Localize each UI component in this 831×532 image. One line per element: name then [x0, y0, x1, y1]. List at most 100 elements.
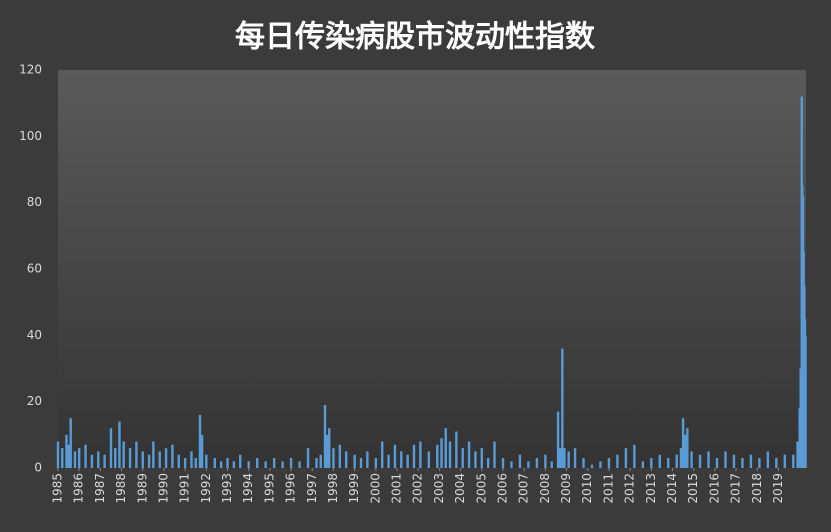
bar: [419, 441, 422, 468]
bar: [436, 444, 439, 468]
bar: [77, 448, 81, 468]
x-tick-label: 2017: [729, 473, 743, 504]
bar: [315, 458, 318, 468]
x-tick-label: 1987: [93, 473, 107, 504]
x-tick-label: 1988: [114, 473, 128, 504]
bar: [724, 451, 727, 468]
bar: [56, 441, 60, 468]
bar: [804, 335, 807, 468]
y-tick-label: 20: [27, 394, 42, 408]
bar: [749, 454, 753, 468]
bar: [510, 461, 513, 468]
x-tick-label: 1986: [72, 473, 86, 504]
bar: [461, 448, 464, 468]
bar: [616, 454, 619, 468]
plot-area: [58, 70, 806, 468]
y-tick-label: 80: [27, 195, 42, 209]
bar: [741, 458, 744, 468]
bar: [400, 451, 403, 468]
bar: [393, 444, 397, 468]
bar: [783, 454, 787, 468]
bar: [758, 458, 761, 468]
x-tick-label: 1998: [326, 473, 340, 504]
y-tick-label: 100: [19, 129, 42, 143]
bar: [135, 441, 138, 468]
bar: [97, 451, 100, 468]
bar: [158, 451, 161, 468]
bar: [205, 454, 208, 468]
bar: [109, 428, 113, 468]
x-tick-label: 2002: [411, 473, 425, 504]
bar: [427, 451, 431, 468]
y-tick-label: 60: [27, 262, 42, 276]
bar: [681, 418, 685, 468]
bar: [281, 461, 284, 468]
bar: [152, 441, 155, 468]
bar: [448, 441, 452, 468]
x-tick-label: 1991: [178, 473, 192, 504]
bar: [381, 441, 384, 468]
x-tick-label: 2005: [474, 473, 488, 504]
bar: [353, 454, 356, 468]
chart-title: 每日传染病股市波动性指数: [235, 20, 596, 55]
x-tick-label: 1993: [220, 473, 234, 504]
bar: [247, 461, 250, 468]
x-tick-label: 2001: [390, 473, 404, 504]
bar: [684, 434, 687, 468]
bar: [255, 458, 259, 468]
bar: [122, 441, 125, 468]
x-tick-label: 2008: [538, 473, 552, 504]
bar: [325, 434, 329, 468]
bar: [69, 418, 72, 468]
bar: [658, 454, 661, 468]
x-tick-label: 1995: [262, 473, 276, 504]
x-tick-label: 2013: [644, 473, 658, 504]
bar: [323, 404, 327, 468]
bar: [550, 461, 553, 468]
bar: [675, 454, 678, 468]
bar: [289, 458, 293, 468]
bar: [232, 461, 236, 468]
bar: [164, 448, 168, 468]
bar: [298, 461, 301, 468]
x-tick-label: 2019: [771, 473, 785, 504]
bar: [406, 454, 409, 468]
bar: [272, 458, 276, 468]
bar: [607, 458, 611, 468]
bar: [624, 448, 628, 468]
bar: [141, 451, 144, 468]
bar: [715, 458, 719, 468]
bar: [118, 421, 121, 468]
x-tick-label: 1999: [347, 473, 361, 504]
y-tick-label: 120: [19, 63, 42, 77]
bar: [61, 448, 64, 468]
bar: [796, 441, 799, 468]
bar: [264, 461, 267, 468]
bar: [775, 458, 778, 468]
x-tick-label: 2014: [665, 473, 679, 504]
bar: [84, 444, 87, 468]
bar: [486, 458, 490, 468]
bar: [480, 448, 483, 468]
x-tick-label: 1990: [156, 473, 170, 504]
bar: [73, 451, 77, 468]
x-tick-label: 2007: [517, 473, 531, 504]
bar: [599, 461, 602, 468]
bar: [366, 451, 369, 468]
bar: [556, 411, 560, 468]
bar: [686, 428, 689, 468]
bar: [766, 451, 770, 468]
bar: [558, 448, 562, 468]
bar: [90, 454, 94, 468]
bar: [177, 454, 180, 468]
bar: [344, 451, 348, 468]
bar: [306, 448, 310, 468]
x-tick-label: 2009: [559, 473, 573, 504]
bar: [707, 451, 710, 468]
bar: [332, 448, 335, 468]
bar: [147, 454, 151, 468]
bar: [493, 441, 496, 468]
bar: [213, 458, 217, 468]
bar: [667, 458, 670, 468]
